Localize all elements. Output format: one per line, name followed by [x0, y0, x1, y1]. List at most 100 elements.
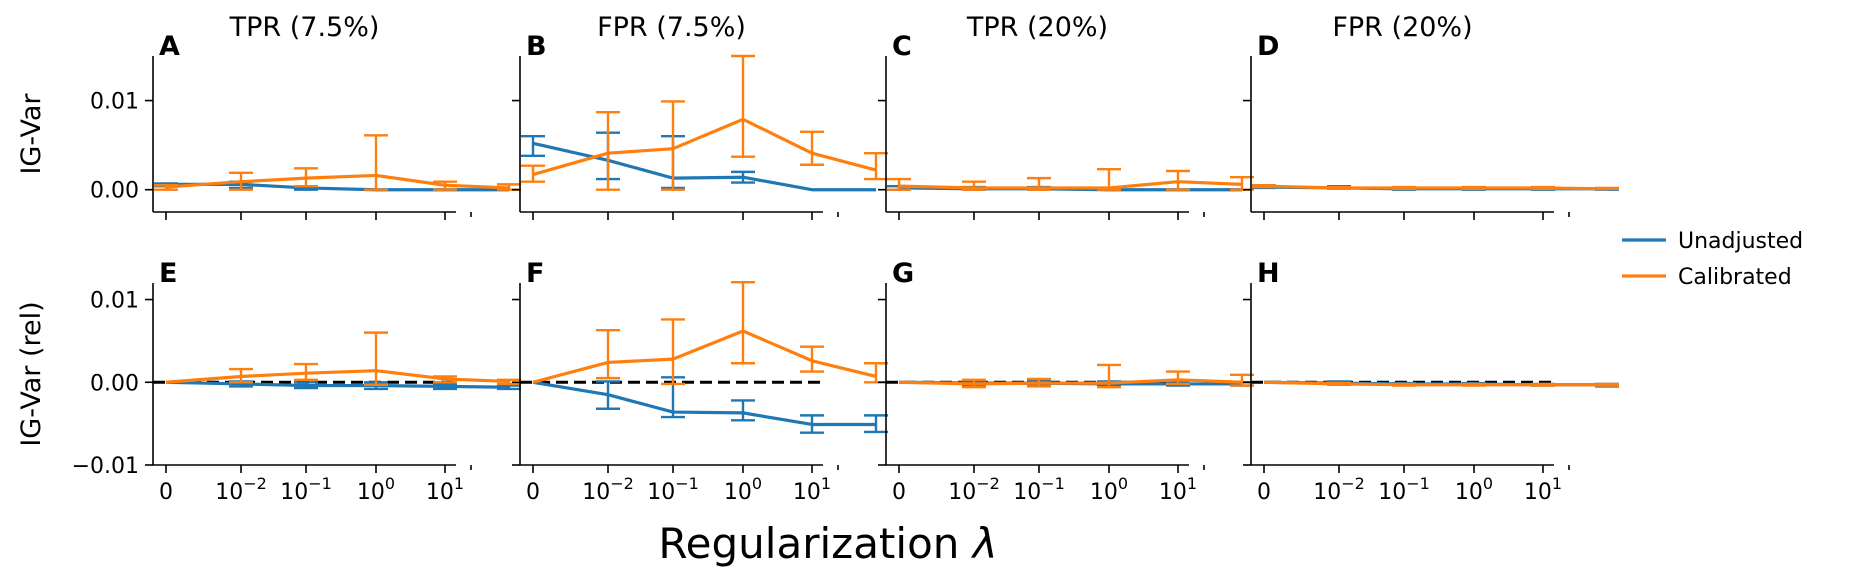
panel-a-y-axis-label: IG-Var — [16, 93, 47, 175]
panel-b: B FPR (7.5%) — [512, 12, 888, 220]
panel-h-xtick-label-base: 10 — [1313, 480, 1341, 505]
panel-g-letter: G — [892, 258, 914, 289]
panel-h-calibrated-series — [1263, 380, 1619, 387]
panel-e-unadjusted-series-line — [165, 380, 510, 389]
panel-b-unadjusted-series-line — [532, 141, 876, 192]
panel-f-xtick-label-base: 10 — [582, 480, 610, 505]
panel-f-xtick-label-exponent: −1 — [675, 474, 699, 493]
panel-a: 0.00 0.01 A TPR (7.5%) IG-Var — [16, 12, 521, 220]
panel-a-calibrated-series-line — [165, 173, 510, 190]
panel-f-xtick-label: 0 — [526, 480, 540, 505]
panel-f-xtick-label-exponent: 1 — [821, 474, 831, 493]
panel-e-xtick-label: 0 — [159, 480, 173, 505]
legend-entry-unadjusted: Unadjusted — [1622, 229, 1803, 254]
panel-c-calibrated-series-line — [898, 180, 1243, 190]
panel-f-unadjusted-series — [532, 376, 888, 434]
panel-a-letter: A — [159, 31, 180, 62]
panel-f-xtick-label: 10−1 — [647, 474, 699, 505]
panel-f-letter: F — [526, 258, 544, 289]
panel-e-xtick-label-base: 10 — [215, 480, 243, 505]
legend-entry-calibrated: Calibrated — [1622, 265, 1792, 290]
panel-f-xtick-label-exponent: −2 — [610, 474, 634, 493]
panel-g-xtick-label: 10−1 — [1013, 474, 1065, 505]
panel-b-calibrated-series-line — [532, 117, 877, 177]
panel-b-letter: B — [526, 31, 547, 62]
panel-f-calibrated-series — [532, 280, 888, 386]
panel-f-unadjusted-series-line — [532, 380, 876, 427]
panel-d-calibrated-series-line — [1263, 184, 1608, 191]
panel-h-xtick-label: 10−2 — [1313, 474, 1365, 505]
panel-c-letter: C — [892, 31, 912, 62]
legend-label: Calibrated — [1678, 265, 1792, 290]
panel-h-xtick-label-exponent: −2 — [1341, 474, 1365, 493]
panel-h-xtick-label-base: 10 — [1524, 480, 1552, 505]
panel-g-xtick-label-base: 10 — [1090, 480, 1118, 505]
panel-h-xtick-label-exponent: 0 — [1483, 474, 1493, 493]
panel-h-xtick-label: 10−1 — [1378, 474, 1430, 505]
panel-e-xtick-label-base: 10 — [357, 480, 385, 505]
panel-d-title: FPR (20%) — [1332, 12, 1472, 43]
panel-f-xtick-label: 100 — [724, 474, 762, 505]
panel-g-xtick-label: 0 — [892, 480, 906, 505]
panel-h-xtick-label: 100 — [1455, 474, 1493, 505]
panel-e-y-axis-label: IG-Var (rel) — [16, 301, 47, 446]
panel-e-ytick-label: 0.00 — [90, 371, 139, 396]
panel-e-letter: E — [159, 258, 177, 289]
panel-e-xtick-label-base: 10 — [426, 480, 454, 505]
panel-f-xtick-label-exponent: 0 — [752, 474, 762, 493]
panel-e-xtick-label-exponent: 1 — [454, 474, 464, 493]
panel-g-xtick-label-exponent: 0 — [1118, 474, 1128, 493]
panel-h-xtick-label-exponent: −1 — [1406, 474, 1430, 493]
panel-b-title: FPR (7.5%) — [597, 12, 746, 43]
panel-e-xtick-label: 10−2 — [215, 474, 267, 505]
panel-e-xtick-label-exponent: 0 — [385, 474, 395, 493]
panel-e-xtick-label-exponent: −1 — [308, 474, 332, 493]
panel-f-xtick-label: 101 — [793, 474, 831, 505]
panel-g-xtick-label-base: 10 — [948, 480, 976, 505]
panel-c-title: TPR (20%) — [966, 12, 1108, 43]
panel-e-ytick-label: 0.01 — [90, 289, 139, 314]
panel-d-calibrated-series — [1252, 184, 1619, 191]
panel-h-xtick-label: 0 — [1257, 480, 1271, 505]
panel-h-xtick-label: 101 — [1524, 474, 1562, 505]
panel-f-xtick-label-base: 10 — [647, 480, 675, 505]
panel-g-xtick-label-base: 10 — [1013, 480, 1041, 505]
panel-h-letter: H — [1257, 258, 1280, 289]
panel-g-xtick-label-base: 10 — [1159, 480, 1187, 505]
panel-a-ytick-label: 0.00 — [90, 179, 139, 204]
panel-e-calibrated-series — [165, 331, 521, 386]
panel-g-calibrated-series-line — [898, 378, 1243, 386]
panel-g-calibrated-series — [898, 363, 1254, 389]
panel-f-xtick-label: 10−2 — [582, 474, 634, 505]
panel-e-xtick-label: 10−1 — [280, 474, 332, 505]
panel-g-xtick-label-exponent: −1 — [1041, 474, 1065, 493]
panel-d-letter: D — [1257, 31, 1279, 62]
panel-g-xtick-label-exponent: 1 — [1187, 474, 1197, 493]
panel-e-ytick-label: −0.01 — [72, 454, 139, 479]
panel-a-calibrated-series — [154, 134, 521, 191]
panel-c-calibrated-series — [887, 168, 1254, 191]
legend: Unadjusted Calibrated — [1622, 229, 1803, 290]
panel-g-xtick-label-exponent: −2 — [976, 474, 1000, 493]
panel-f-xtick-label-base: 10 — [724, 480, 752, 505]
x-axis-label: Regularization λ — [658, 519, 997, 568]
panel-a-title: TPR (7.5%) — [229, 12, 380, 43]
panel-e-xtick-label-exponent: −2 — [243, 474, 267, 493]
panel-d: D FPR (20%) — [1243, 12, 1619, 220]
panel-e-calibrated-series-line — [165, 369, 510, 384]
x-axis-label-text: Regularization — [658, 519, 972, 568]
panel-h-xtick-label-base: 10 — [1378, 480, 1406, 505]
panel-c: C TPR (20%) — [878, 12, 1254, 220]
panel-f-xtick-label-base: 10 — [793, 480, 821, 505]
lambda-symbol: λ — [971, 519, 998, 568]
panels-group: 0.00 0.01 A TPR (7.5%) IG-Var B FPR (7.5%) C TPR… — [16, 12, 1619, 505]
panel-e-xtick-label: 101 — [426, 474, 464, 505]
panel-e-xtick-label: 100 — [357, 474, 395, 505]
panel-f-calibrated-series-line — [532, 329, 877, 384]
panel-e-xtick-label-base: 10 — [280, 480, 308, 505]
